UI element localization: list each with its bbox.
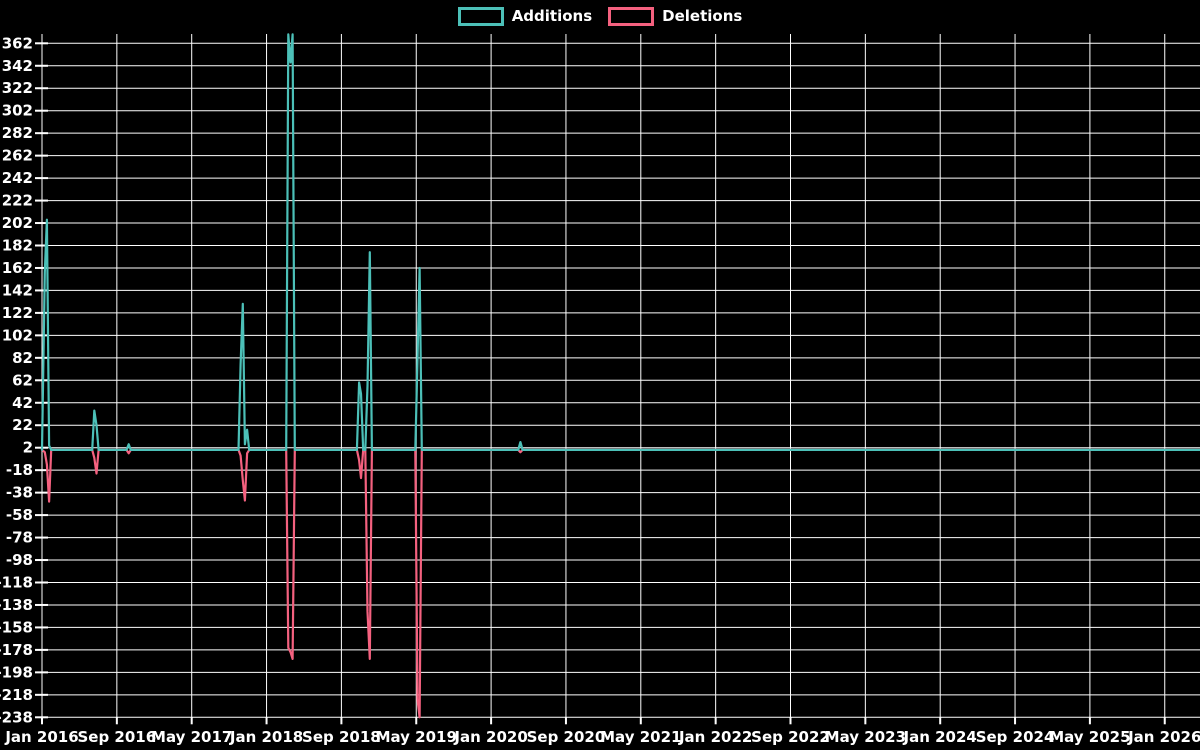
svg-text:322: 322: [2, 79, 33, 97]
svg-text:May 2017: May 2017: [151, 728, 232, 746]
svg-text:-78: -78: [6, 529, 33, 547]
svg-text:242: 242: [2, 169, 33, 187]
svg-text:82: 82: [12, 349, 33, 367]
svg-text:Jan 2024: Jan 2024: [903, 728, 977, 746]
svg-text:-138: -138: [0, 596, 33, 614]
svg-text:42: 42: [12, 394, 33, 412]
svg-text:62: 62: [12, 371, 33, 389]
svg-text:Jan 2016: Jan 2016: [4, 728, 78, 746]
svg-text:Sep 2016: Sep 2016: [78, 728, 157, 746]
svg-text:-58: -58: [6, 506, 33, 524]
svg-text:May 2023: May 2023: [825, 728, 906, 746]
svg-text:102: 102: [2, 326, 33, 344]
svg-text:-98: -98: [6, 551, 33, 569]
svg-text:222: 222: [2, 192, 33, 210]
legend-label-additions: Additions: [511, 7, 593, 25]
svg-text:262: 262: [2, 147, 33, 165]
svg-text:-38: -38: [6, 484, 33, 502]
svg-text:Jan 2018: Jan 2018: [229, 728, 303, 746]
svg-text:Sep 2024: Sep 2024: [976, 728, 1055, 746]
additions-swatch-icon: [457, 7, 504, 26]
svg-text:Sep 2020: Sep 2020: [527, 728, 606, 746]
vertical-gridlines: [41, 34, 1166, 718]
svg-text:May 2021: May 2021: [600, 728, 681, 746]
svg-text:342: 342: [2, 57, 33, 75]
svg-text:-118: -118: [0, 574, 33, 592]
svg-text:182: 182: [2, 237, 33, 255]
svg-text:Sep 2018: Sep 2018: [302, 728, 381, 746]
svg-text:202: 202: [2, 214, 33, 232]
svg-text:-198: -198: [0, 663, 33, 681]
additions-line: [40, 33, 1200, 451]
svg-text:-178: -178: [0, 641, 33, 659]
legend-item-deletions[interactable]: Deletions: [608, 7, 742, 26]
svg-text:142: 142: [2, 281, 33, 299]
legend-label-deletions: Deletions: [662, 7, 743, 25]
axis-ticks: [35, 42, 1166, 725]
svg-text:-158: -158: [0, 618, 33, 636]
svg-text:162: 162: [2, 259, 33, 277]
deletions-swatch-icon: [608, 7, 655, 26]
deletions-line: [40, 448, 1200, 719]
svg-text:-218: -218: [0, 686, 33, 704]
legend-item-additions[interactable]: Additions: [457, 7, 593, 26]
svg-text:Jan 2022: Jan 2022: [678, 728, 752, 746]
svg-text:2: 2: [23, 439, 33, 457]
svg-text:362: 362: [2, 34, 33, 52]
svg-text:May 2019: May 2019: [376, 728, 457, 746]
chart-legend: Additions Deletions: [0, 7, 1200, 26]
svg-text:-18: -18: [6, 461, 33, 479]
svg-text:-238: -238: [0, 708, 33, 726]
horizontal-gridlines: [42, 42, 1200, 718]
y-axis-labels: 3623423223022822622422222021821621421221…: [0, 34, 33, 726]
svg-text:22: 22: [12, 416, 33, 434]
svg-text:May 2025: May 2025: [1049, 728, 1130, 746]
svg-text:Jan 2020: Jan 2020: [453, 728, 527, 746]
svg-text:Jan 2026: Jan 2026: [1127, 728, 1200, 746]
svg-text:122: 122: [2, 304, 33, 322]
svg-text:Sep 2022: Sep 2022: [751, 728, 830, 746]
svg-text:302: 302: [2, 102, 33, 120]
svg-text:282: 282: [2, 124, 33, 142]
